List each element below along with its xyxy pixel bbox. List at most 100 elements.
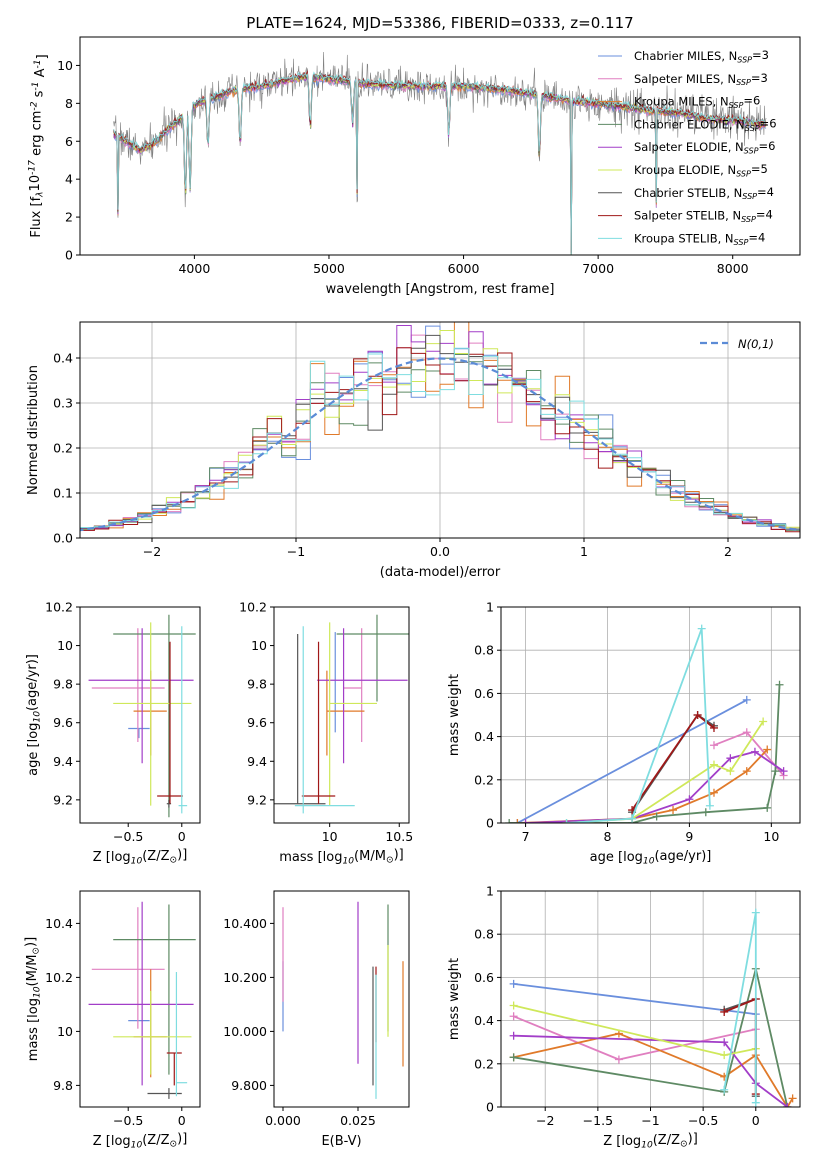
- weight-line: [513, 1015, 756, 1061]
- x-axis-label: E(B-V): [321, 1134, 361, 1149]
- weight-marker: [521, 819, 530, 823]
- x-tick-label: 0: [178, 1113, 186, 1128]
- x-tick-label: −0.5: [113, 1113, 143, 1128]
- weight-marker: [771, 767, 780, 776]
- x-tick-label: 9: [685, 829, 693, 844]
- y-tick-label: 0.2: [474, 1056, 494, 1071]
- axes-spectrum: 4000 5000 6000 7000 8000 0 2 4 6 8 10 wavelength [A…: [28, 36, 801, 297]
- legend-entry: N(0,1): [738, 337, 774, 351]
- axes-mass-vs-ebv: 0.000 0.025 9.800 10.000 10.200 10.400 E(B-V): [223, 890, 410, 1149]
- weight-marker: [788, 1094, 797, 1103]
- errorbar-point: [175, 972, 188, 1097]
- x-tick-label: −1: [641, 1113, 659, 1128]
- x-tick-label: 10: [322, 829, 338, 844]
- y-tick-label: 10.4: [45, 916, 73, 931]
- y-axis-label: Normed distribution: [26, 365, 41, 495]
- weight-marker: [720, 1085, 729, 1094]
- y-tick-label: 2: [65, 210, 73, 225]
- legend-entry: Salpeter STELIB, NSSP​=4: [634, 208, 773, 224]
- y-tick-label: 9.2: [247, 792, 267, 807]
- y-tick-label: 10.2: [45, 970, 73, 985]
- x-tick-label: 10: [763, 829, 779, 844]
- x-tick-label: −1: [287, 544, 305, 559]
- weight-marker: [709, 760, 718, 769]
- axes-age-vs-mass: 10 10.5 9.2 9.4 9.6 9.8 10 10.2 mass [log10​(M/M…: [239, 600, 413, 867]
- axes-border: [273, 890, 410, 1108]
- legend-entry: Kroupa ELODIE, NSSP​=5: [634, 162, 768, 178]
- weight-marker: [685, 795, 694, 804]
- x-axis-label: Z [log10​(Z/Z⊙​)]: [93, 1132, 188, 1151]
- x-tick-label: 8: [604, 829, 612, 844]
- errorbar-point: [113, 990, 192, 1075]
- errorbar-point: [326, 670, 365, 756]
- axes-frame: 7 8 9 10 0 0.2 0.4 0.6 0.8 1 age [log10​(age/yr)] m…: [447, 600, 801, 867]
- x-tick-label: 0: [752, 1113, 760, 1128]
- x-tick-label: 0.025: [340, 1113, 376, 1128]
- errorbar-point: [113, 904, 196, 1075]
- weight-marker: [726, 754, 735, 763]
- weight-marker: [705, 801, 714, 810]
- axes-frame: 4000 5000 6000 7000 8000 0 2 4 6 8 10 wavelength [A…: [28, 36, 801, 297]
- y-tick-label: 6: [65, 134, 73, 149]
- errorbar-point: [128, 727, 150, 739]
- x-tick-label: 7000: [582, 261, 614, 276]
- x-tick-label: −2: [536, 1113, 554, 1128]
- y-tick-label: 1: [486, 884, 494, 899]
- y-tick-label: 9.8: [53, 677, 73, 692]
- weight-marker: [759, 717, 768, 726]
- weight-marker: [509, 1053, 518, 1062]
- plot-area: [113, 51, 767, 255]
- y-tick-label: 10.400: [223, 916, 267, 931]
- y-tick-label: 0.6: [474, 970, 494, 985]
- y-tick-label: 0: [486, 1100, 494, 1115]
- x-tick-label: 5000: [313, 261, 345, 276]
- x-axis-label: Z [log10​(Z/Z⊙​)]: [93, 848, 188, 867]
- y-tick-label: 10: [57, 638, 73, 653]
- weight-marker: [509, 979, 518, 988]
- y-tick-label: 0: [65, 248, 73, 263]
- y-axis-label: mass weight: [447, 958, 462, 1040]
- axes-border: [79, 890, 201, 1108]
- weight-marker: [750, 747, 759, 756]
- weight-marker: [509, 1012, 518, 1021]
- x-axis-label: (data-model)/error: [380, 565, 501, 580]
- errorbar-point: [178, 626, 188, 814]
- weight-line: [513, 1034, 788, 1107]
- errorbar-point: [343, 628, 363, 742]
- plot-area: [505, 624, 788, 823]
- weight-marker: [783, 1103, 792, 1107]
- x-tick-label: 0: [178, 829, 186, 844]
- y-tick-label: 10.200: [223, 970, 267, 985]
- weight-marker: [742, 695, 751, 704]
- y-tick-label: 9.8: [53, 1078, 73, 1093]
- legend-entry: Salpeter ELODIE, NSSP​=6: [634, 139, 775, 155]
- y-tick-label: 0.4: [53, 351, 73, 366]
- weight-marker: [751, 908, 760, 917]
- y-axis-label: mass [log10​(M/M⊙​)]: [24, 937, 43, 1061]
- axes-border: [500, 606, 801, 824]
- legend-entry: Chabrier ELODIE, NSSP​=6: [634, 116, 777, 132]
- weight-marker: [720, 1051, 729, 1060]
- weight-marker: [720, 1007, 729, 1016]
- axes-frame: −2 −1.5 −1 −0.5 0 0 0.2 0.4 0.6 0.8 1 Z [log10​(Z/Z…: [447, 884, 801, 1151]
- plot-area: [509, 908, 797, 1107]
- errorbar-point: [336, 614, 409, 702]
- weight-marker: [701, 808, 710, 817]
- y-tick-label: 9.6: [53, 715, 73, 730]
- x-tick-label: −1.5: [583, 1113, 613, 1128]
- x-tick-label: 1: [580, 544, 588, 559]
- y-tick-label: 0: [486, 816, 494, 831]
- y-tick-label: 0.6: [474, 686, 494, 701]
- plot-area: [282, 901, 404, 1099]
- legend-entry: Kroupa STELIB, NSSP​=4: [634, 230, 765, 246]
- errorbar-point: [88, 628, 194, 764]
- weight-marker: [726, 767, 735, 776]
- x-tick-label: 10.5: [385, 829, 413, 844]
- weight-line: [631, 713, 715, 811]
- y-tick-label: 8: [65, 96, 73, 111]
- weight-marker: [742, 728, 751, 737]
- y-tick-label: 4: [65, 172, 73, 187]
- errorbar-point: [274, 634, 326, 805]
- errorbar-point: [301, 641, 336, 804]
